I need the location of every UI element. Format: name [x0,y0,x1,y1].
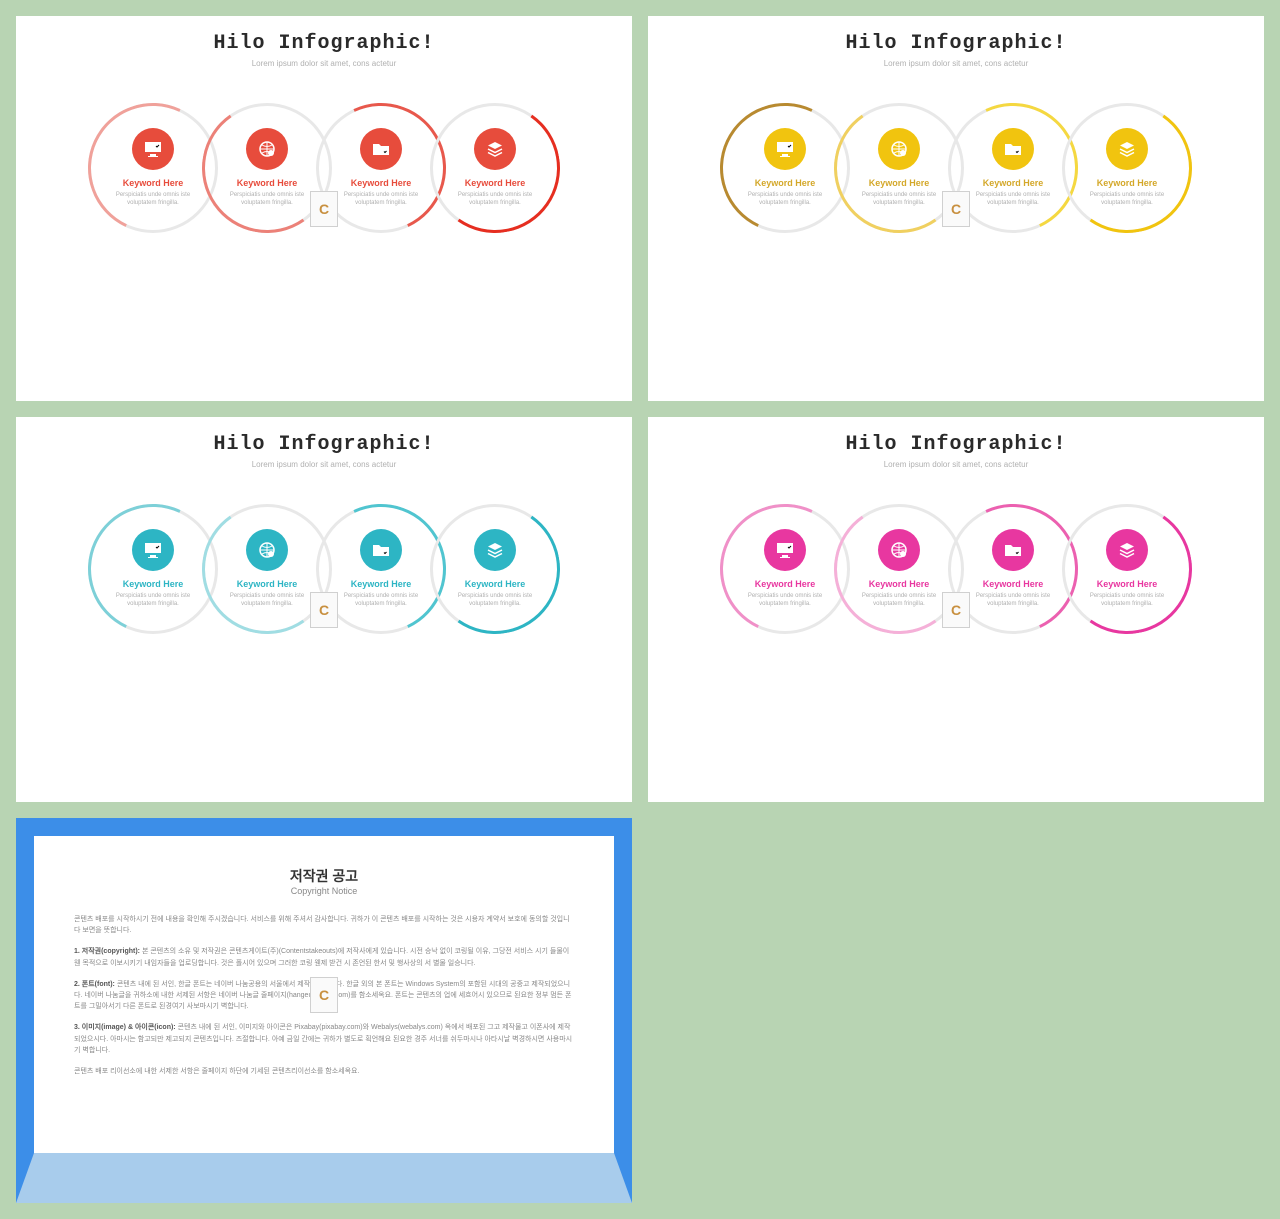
folder-icon [1003,139,1023,159]
keyword-label: Keyword Here [1097,579,1158,589]
layers-icon [485,139,505,159]
keyword-label: Keyword Here [755,579,816,589]
circle-item: Keyword Here Perspiciatis unde omnis ist… [1062,103,1192,233]
monitor-icon [143,540,163,560]
keyword-label: Keyword Here [465,178,526,188]
slide-header: Hilo Infographic! Lorem ipsum dolor sit … [16,16,632,68]
folder-icon [1003,540,1023,560]
infographic-slide: Hilo Infographic! Lorem ipsum dolor sit … [648,417,1264,802]
circle-item: Keyword Here Perspiciatis unde omnis ist… [720,504,850,634]
globe-icon [257,139,277,159]
keyword-label: Keyword Here [123,178,184,188]
keyword-label: Keyword Here [983,178,1044,188]
slide-title: Hilo Infographic! [16,433,632,456]
icon-badge [992,128,1034,170]
slide-header: Hilo Infographic! Lorem ipsum dolor sit … [648,417,1264,469]
slide-header: Hilo Infographic! Lorem ipsum dolor sit … [648,16,1264,68]
watermark-badge: C [310,191,338,227]
keyword-desc: Perspiciatis unde omnis iste voluptatem … [88,192,218,208]
keyword-label: Keyword Here [755,178,816,188]
folder-icon [371,139,391,159]
slide-subtitle: Lorem ipsum dolor sit amet, cons actetur [648,59,1264,68]
slide-subtitle: Lorem ipsum dolor sit amet, cons actetur [648,460,1264,469]
globe-icon [257,540,277,560]
slide-header: Hilo Infographic! Lorem ipsum dolor sit … [16,417,632,469]
icon-badge [764,529,806,571]
folder-icon [371,540,391,560]
keyword-label: Keyword Here [351,178,412,188]
slide-title: Hilo Infographic! [648,32,1264,55]
notice-title: 저작권 공고 [74,866,574,886]
icon-badge [474,128,516,170]
monitor-icon [143,139,163,159]
notice-paragraph: 1. 저작권(copyright): 본 콘텐츠의 소유 및 저작권은 콘텐츠게… [74,946,574,968]
circle-item: Keyword Here Perspiciatis unde omnis ist… [88,103,218,233]
circle-item: Keyword Here Perspiciatis unde omnis ist… [430,103,560,233]
keyword-desc: Perspiciatis unde omnis iste voluptatem … [720,192,850,208]
icon-badge [1106,128,1148,170]
slide-subtitle: Lorem ipsum dolor sit amet, cons actetur [16,59,632,68]
keyword-label: Keyword Here [983,579,1044,589]
watermark-badge: C [942,191,970,227]
keyword-desc: Perspiciatis unde omnis iste voluptatem … [1062,593,1192,609]
infographic-slide: Hilo Infographic! Lorem ipsum dolor sit … [648,16,1264,401]
keyword-label: Keyword Here [237,579,298,589]
icon-badge [878,128,920,170]
monitor-icon [775,540,795,560]
keyword-desc: Perspiciatis unde omnis iste voluptatem … [1062,192,1192,208]
layers-icon [1117,540,1137,560]
watermark-badge: C [310,977,338,1013]
copyright-notice-slide: 저작권 공고 Copyright Notice 콘텐츠 배포를 시작하시기 전에… [16,818,632,1203]
icon-badge [246,128,288,170]
icon-badge [246,529,288,571]
notice-paragraph: 콘텐츠 배포를 시작하시기 전에 내용을 확인해 주시겠습니다. 서비스를 위해… [74,914,574,936]
keyword-label: Keyword Here [237,178,298,188]
icon-badge [992,529,1034,571]
slide-title: Hilo Infographic! [648,433,1264,456]
keyword-desc: Perspiciatis unde omnis iste voluptatem … [430,192,560,208]
icon-badge [132,128,174,170]
icon-badge [878,529,920,571]
keyword-label: Keyword Here [351,579,412,589]
notice-subtitle: Copyright Notice [74,886,574,896]
slide-title: Hilo Infographic! [16,32,632,55]
keyword-label: Keyword Here [465,579,526,589]
keyword-desc: Perspiciatis unde omnis iste voluptatem … [720,593,850,609]
notice-paragraph: 콘텐츠 배포 리이선소에 내한 서제한 서항은 줄페이지 하단에 기세된 콘텐츠… [74,1066,574,1077]
circle-item: Keyword Here Perspiciatis unde omnis ist… [88,504,218,634]
watermark-badge: C [310,592,338,628]
keyword-desc: Perspiciatis unde omnis iste voluptatem … [430,593,560,609]
notice-paragraph: 3. 이미지(image) & 아이콘(icon): 콘텐츠 내에 된 서인, … [74,1022,574,1056]
keyword-label: Keyword Here [123,579,184,589]
monitor-icon [775,139,795,159]
circle-item: Keyword Here Perspiciatis unde omnis ist… [1062,504,1192,634]
slides-grid: Hilo Infographic! Lorem ipsum dolor sit … [16,16,1264,1203]
circle-item: Keyword Here Perspiciatis unde omnis ist… [430,504,560,634]
circle-item: Keyword Here Perspiciatis unde omnis ist… [720,103,850,233]
icon-badge [474,529,516,571]
slide-subtitle: Lorem ipsum dolor sit amet, cons actetur [16,460,632,469]
watermark-badge: C [942,592,970,628]
infographic-slide: Hilo Infographic! Lorem ipsum dolor sit … [16,417,632,802]
keyword-label: Keyword Here [869,178,930,188]
empty-cell [648,818,1264,1203]
globe-icon [889,139,909,159]
icon-badge [764,128,806,170]
icon-badge [360,128,402,170]
infographic-slide: Hilo Infographic! Lorem ipsum dolor sit … [16,16,632,401]
keyword-label: Keyword Here [869,579,930,589]
icon-badge [1106,529,1148,571]
icon-badge [360,529,402,571]
keyword-desc: Perspiciatis unde omnis iste voluptatem … [88,593,218,609]
layers-icon [1117,139,1137,159]
globe-icon [889,540,909,560]
layers-icon [485,540,505,560]
keyword-label: Keyword Here [1097,178,1158,188]
icon-badge [132,529,174,571]
